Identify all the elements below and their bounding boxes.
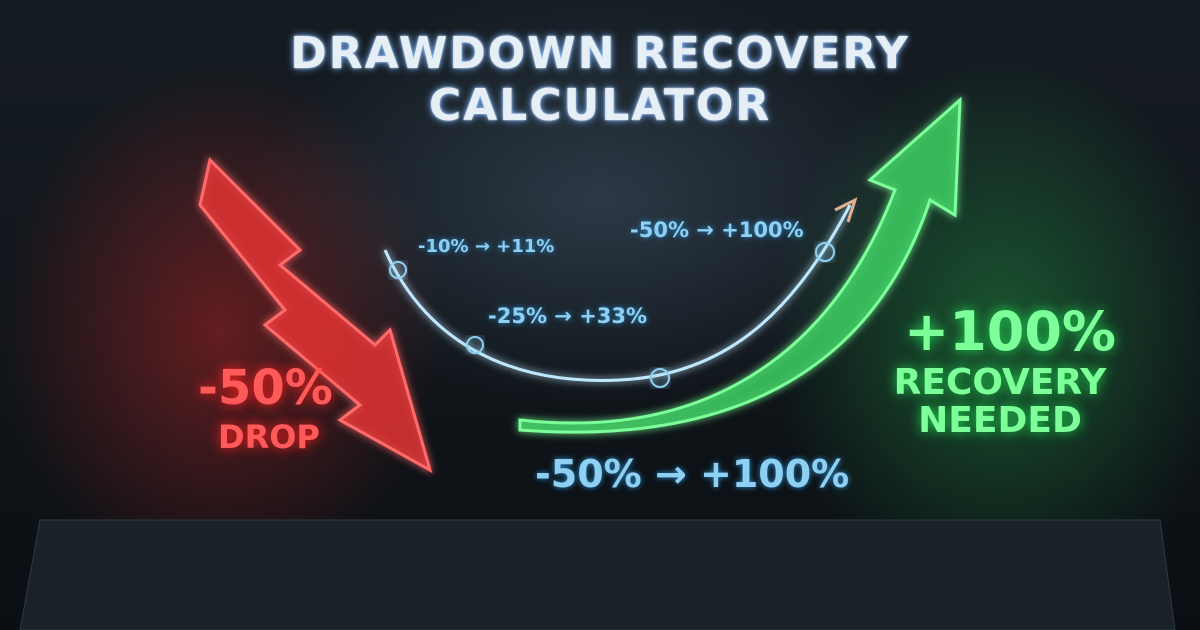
summary-label: -50% → +100%	[535, 452, 850, 496]
down-arrow-icon	[198, 157, 433, 474]
curve-point	[466, 336, 484, 354]
curve-label-25: -25% → +33%	[488, 304, 648, 328]
drop-label: DROP	[218, 418, 320, 456]
title-line-1: DRAWDOWN RECOVERY	[290, 28, 910, 79]
curve-label-10: -10% → +11%	[418, 236, 555, 257]
curve-label-50: -50% → +100%	[630, 218, 804, 242]
recovery-curve-arrowhead	[834, 197, 858, 223]
recovery-line-2: NEEDED	[918, 400, 1082, 441]
curve-point	[389, 261, 407, 279]
up-arrow-icon	[518, 96, 962, 434]
drop-value: -50%	[198, 360, 333, 416]
recovery-value: +100%	[903, 300, 1117, 363]
table-surface	[19, 519, 1176, 630]
recovery-line-1: RECOVERY	[893, 362, 1107, 403]
recovery-curve	[383, 204, 852, 382]
curve-point	[650, 368, 670, 388]
curve-point	[815, 242, 835, 262]
title-line-2: CALCULATOR	[428, 80, 772, 131]
